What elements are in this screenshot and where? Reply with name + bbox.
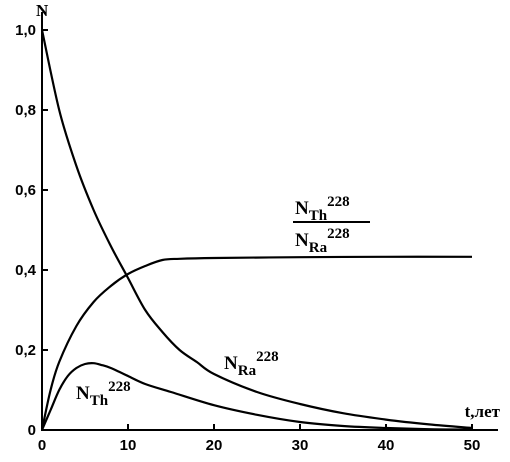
x-tick-label: 40	[378, 437, 395, 454]
y-tick-label: 0,8	[15, 102, 36, 119]
label-ratio-num-sup: 228	[327, 194, 350, 210]
series-line-th228	[40, 362, 473, 431]
x-tick-label: 20	[206, 437, 223, 454]
label-n-th228-sup: 228	[108, 379, 131, 395]
label-ratio-denominator: NRa228	[295, 226, 350, 256]
x-tick-label: 50	[464, 437, 481, 454]
series-line-ratio	[40, 255, 473, 431]
y-tick-label: 0	[28, 422, 36, 439]
label-n-th228-base: N	[76, 383, 90, 404]
x-tick-label: 0	[38, 437, 46, 454]
label-ratio-num-base: N	[295, 198, 309, 219]
x-ticks: 0 10 20 30 40 50	[38, 424, 481, 454]
y-tick-label: 1,0	[15, 22, 36, 39]
y-tick-label: 0,2	[15, 342, 36, 359]
label-ratio-den-base: N	[295, 230, 309, 251]
label-n-ra228: NRa228	[224, 349, 279, 379]
label-n-th228-sub: Th	[90, 393, 109, 409]
label-ratio-den-sub: Ra	[309, 240, 328, 256]
label-n-th228: NTh228	[76, 379, 131, 409]
x-axis-title: t,лет	[465, 402, 501, 421]
label-n-ra228-sup: 228	[256, 349, 279, 365]
label-ratio-num-sub: Th	[309, 208, 328, 224]
series-line-ra228	[40, 29, 473, 430]
y-axis-title: N	[36, 1, 49, 20]
label-ratio-den-sup: 228	[327, 226, 350, 242]
y-tick-label: 0,6	[15, 182, 36, 199]
label-n-ra228-base: N	[224, 353, 238, 374]
label-n-ra228-sub: Ra	[238, 363, 257, 379]
y-tick-label: 0,4	[15, 262, 37, 279]
label-ratio-numerator: NTh228	[295, 194, 350, 224]
y-ticks: 0 0,2 0,4 0,6 0,8 1,0	[15, 22, 48, 439]
label-ratio: NTh228 NRa228	[293, 194, 370, 256]
curves	[40, 29, 473, 431]
x-tick-label: 10	[120, 437, 137, 454]
x-tick-label: 30	[292, 437, 309, 454]
